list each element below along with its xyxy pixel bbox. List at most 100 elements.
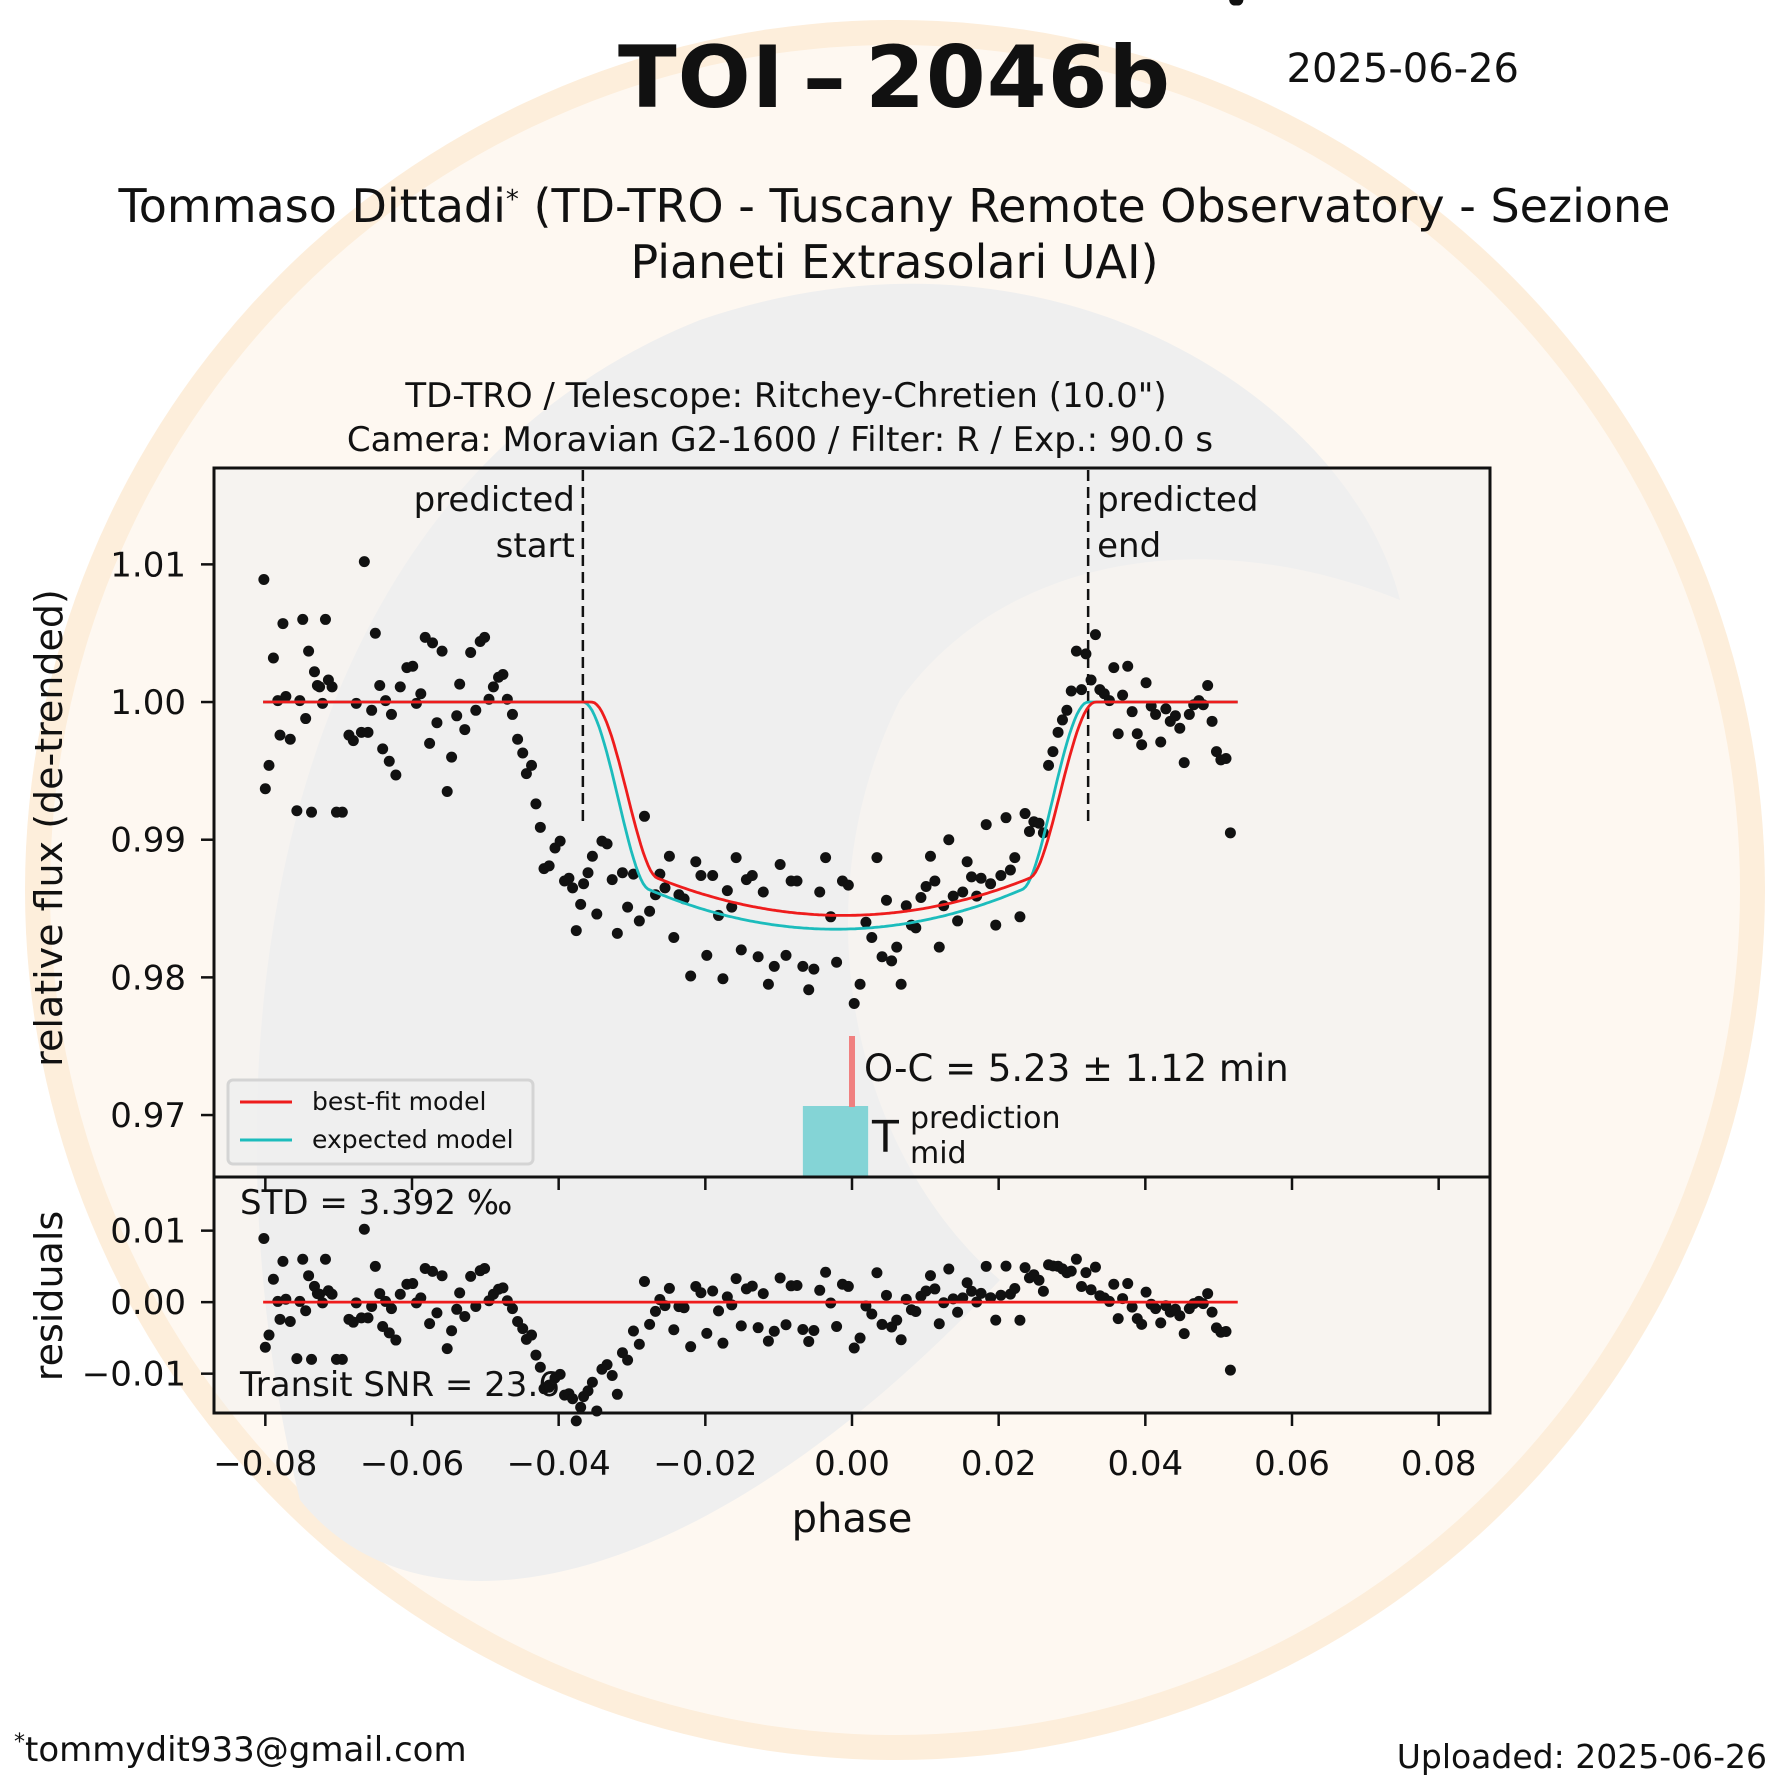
predicted-start-label-2: start bbox=[496, 526, 575, 566]
residual-point bbox=[871, 1267, 883, 1279]
data-point bbox=[990, 919, 1002, 931]
residual-point bbox=[961, 1277, 973, 1289]
observer-affiliation-2: Pianeti Extrasolari UAI) bbox=[630, 235, 1159, 289]
y-tick-label-main: 1.00 bbox=[110, 683, 186, 723]
residual-point bbox=[530, 1349, 542, 1361]
data-point bbox=[300, 713, 312, 725]
residual-point bbox=[814, 1284, 826, 1296]
x-tick-label: −0.08 bbox=[213, 1444, 317, 1484]
residual-point bbox=[543, 1381, 555, 1393]
residual-point bbox=[649, 1305, 661, 1317]
data-point bbox=[407, 660, 419, 672]
residual-point bbox=[362, 1312, 374, 1324]
y-tick-label-main: 0.98 bbox=[110, 958, 186, 998]
residual-point bbox=[1220, 1325, 1232, 1337]
residual-point bbox=[644, 1318, 656, 1330]
residual-point bbox=[842, 1280, 854, 1292]
residual-plot-frame bbox=[212, 1175, 1492, 1415]
residual-point bbox=[735, 1320, 747, 1332]
residual-point bbox=[854, 1332, 866, 1344]
residual-point bbox=[454, 1287, 466, 1299]
tmid-sup: prediction bbox=[910, 1101, 1061, 1136]
residual-point bbox=[1037, 1285, 1049, 1297]
oc-annotation: O-C = 5.23 ± 1.12 min bbox=[864, 1047, 1289, 1090]
residual-point bbox=[685, 1341, 697, 1353]
residual-point bbox=[415, 1292, 427, 1304]
residual-point bbox=[303, 1270, 315, 1282]
residual-point bbox=[300, 1305, 312, 1317]
residual-point bbox=[910, 1306, 922, 1318]
data-point bbox=[1202, 680, 1214, 692]
residual-point bbox=[554, 1368, 566, 1380]
data-point bbox=[757, 886, 769, 898]
tmid-sub: mid bbox=[910, 1136, 967, 1171]
data-point bbox=[570, 925, 582, 937]
data-point bbox=[1043, 759, 1055, 771]
residual-point bbox=[663, 1282, 675, 1294]
data-point bbox=[567, 882, 579, 894]
residual-point bbox=[707, 1285, 719, 1297]
data-point bbox=[497, 669, 509, 681]
residual-point bbox=[957, 1292, 969, 1304]
data-point bbox=[975, 872, 987, 884]
data-point bbox=[768, 960, 780, 972]
residual-point bbox=[586, 1376, 598, 1388]
residual-point bbox=[470, 1300, 482, 1312]
residual-point bbox=[803, 1335, 815, 1347]
residual-point bbox=[1076, 1280, 1088, 1292]
data-point bbox=[842, 879, 854, 891]
residual-point bbox=[446, 1325, 458, 1337]
data-point bbox=[957, 886, 969, 898]
data-point bbox=[808, 963, 820, 975]
upload-date: Uploaded: 2025-06-26 bbox=[1396, 1737, 1767, 1776]
residual-point bbox=[263, 1329, 275, 1341]
residual-point bbox=[627, 1325, 639, 1337]
data-point bbox=[575, 898, 587, 910]
data-point bbox=[831, 956, 843, 968]
residual-point bbox=[791, 1279, 803, 1291]
data-point bbox=[317, 697, 329, 709]
residual-point bbox=[952, 1306, 964, 1318]
email-text: tommydit933@gmail.com bbox=[25, 1730, 467, 1770]
x-tick-label: 0.00 bbox=[814, 1444, 890, 1484]
residual-point bbox=[774, 1272, 786, 1284]
data-point bbox=[267, 652, 279, 664]
x-axis-label: phase bbox=[792, 1496, 913, 1542]
data-point bbox=[668, 931, 680, 943]
page-title: TOI – 2046b bbox=[617, 28, 1172, 128]
data-point bbox=[1108, 662, 1120, 674]
data-point bbox=[465, 646, 477, 658]
y-axis-label-main: relative flux (de-trended) bbox=[27, 589, 71, 1067]
data-point bbox=[1112, 728, 1124, 740]
residual-point bbox=[427, 1265, 439, 1277]
data-point bbox=[1070, 645, 1082, 657]
data-point bbox=[487, 681, 499, 693]
data-point bbox=[627, 868, 639, 880]
observer-name: Tommaso Dittadi bbox=[118, 179, 506, 233]
residual-point bbox=[943, 1263, 955, 1275]
data-point bbox=[659, 882, 671, 894]
data-point bbox=[280, 691, 292, 703]
residual-point bbox=[1155, 1317, 1167, 1329]
data-point bbox=[886, 955, 898, 967]
data-point bbox=[985, 878, 997, 890]
data-point bbox=[848, 998, 860, 1010]
data-point bbox=[633, 915, 645, 927]
data-point bbox=[1155, 736, 1167, 748]
data-point bbox=[554, 835, 566, 847]
data-point bbox=[871, 852, 883, 864]
data-point bbox=[436, 645, 448, 657]
data-point bbox=[995, 870, 1007, 882]
data-point bbox=[1206, 715, 1218, 727]
data-point bbox=[1000, 812, 1012, 824]
observer-affiliation-1: (TD-TRO - Tuscany Remote Observatory - S… bbox=[533, 179, 1671, 233]
data-point bbox=[441, 786, 453, 798]
residual-point bbox=[1014, 1314, 1026, 1326]
data-point bbox=[410, 697, 422, 709]
predicted-start-label: predicted bbox=[414, 480, 575, 520]
data-point bbox=[1131, 728, 1143, 740]
data-point bbox=[591, 908, 603, 920]
residual-point bbox=[1174, 1310, 1186, 1322]
data-point bbox=[1210, 746, 1222, 758]
